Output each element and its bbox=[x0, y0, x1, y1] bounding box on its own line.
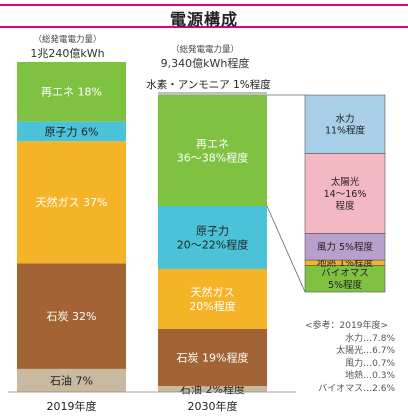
bar-2030-石炭 bbox=[158, 329, 267, 386]
bar-2019-石炭 bbox=[17, 263, 126, 369]
breakdown-label: 水力 11%程度 bbox=[325, 113, 366, 137]
column-header-2030: （総発電電力量） 9,340億kWh程度 bbox=[140, 44, 270, 70]
reference-line: 太陽光…6.7% bbox=[336, 346, 395, 356]
reference-note: <参考：2019年度> 水力…7.8% 太陽光…6.7% 風力…0.7% 地熱…… bbox=[305, 320, 395, 395]
bar-2019-label: 石炭 32% bbox=[47, 310, 97, 323]
bar-2019-label: 再エネ 18% bbox=[41, 86, 102, 99]
column-header-2019: （総発電電力量） 1兆240億kWh bbox=[10, 34, 125, 60]
bar-2030-label: 石炭 19%程度 bbox=[177, 350, 249, 364]
breakdown-label: バイオマス 5%程度 bbox=[321, 268, 369, 291]
title-bar bbox=[0, 4, 408, 28]
bar-2019-再エネ bbox=[17, 62, 126, 122]
column-total-2019: 1兆240億kWh bbox=[30, 47, 105, 60]
column-total-2030: 9,340億kWh程度 bbox=[160, 57, 250, 70]
bar-2019-label: 原子力 6% bbox=[45, 125, 99, 138]
breakdown-バイオマス bbox=[304, 265, 386, 293]
bar-2030-原子力 bbox=[158, 206, 267, 269]
connector-bottom bbox=[266, 205, 306, 293]
x-label-2019年度: 2019年度 bbox=[47, 399, 97, 413]
bar-2019-label: 石油 7% bbox=[50, 373, 93, 387]
bar-2030-再エネ bbox=[158, 95, 267, 206]
bar-2030-天然ガス bbox=[158, 269, 267, 329]
breakdown-label: 風力 5%程度 bbox=[317, 241, 374, 253]
bar-2030-石油 bbox=[158, 386, 267, 392]
column-sub-2019: （総発電電力量） bbox=[33, 35, 102, 45]
bar-2019-label: 天然ガス 37% bbox=[36, 195, 108, 209]
column-sub-2030: （総発電電力量） bbox=[170, 45, 239, 55]
bar-2030-label-hydrogen: 水素・アンモニア 1%程度 bbox=[146, 78, 271, 91]
bar-2030-label: 再エネ 36～38%程度 bbox=[177, 138, 248, 165]
chart-title: 電源構成 bbox=[169, 10, 238, 29]
bar-2019-天然ガス bbox=[17, 141, 126, 264]
breakdown-水力 bbox=[304, 94, 386, 154]
bar-2019-石油 bbox=[17, 368, 126, 392]
reference-line: 水力…7.8% bbox=[345, 333, 395, 344]
reference-line: 風力…0.7% bbox=[345, 358, 395, 369]
breakdown-太陽光 bbox=[304, 153, 386, 234]
x-label-2030年度: 2030年度 bbox=[188, 399, 238, 413]
bar-2019-原子力 bbox=[17, 121, 126, 142]
reference-line: 地熱…0.3% bbox=[345, 371, 395, 381]
reference-head: <参考：2019年度> bbox=[305, 321, 388, 331]
bar-2030-label: 原子力 20～22%程度 bbox=[177, 225, 248, 252]
breakdown-label: 太陽光 14～16%程度 bbox=[324, 176, 367, 212]
bar-2030-label: 天然ガス 20%程度 bbox=[189, 285, 235, 313]
reference-line: バイオマス…2.6% bbox=[318, 383, 395, 394]
bar-2030-水素・アンモニア bbox=[158, 92, 267, 95]
